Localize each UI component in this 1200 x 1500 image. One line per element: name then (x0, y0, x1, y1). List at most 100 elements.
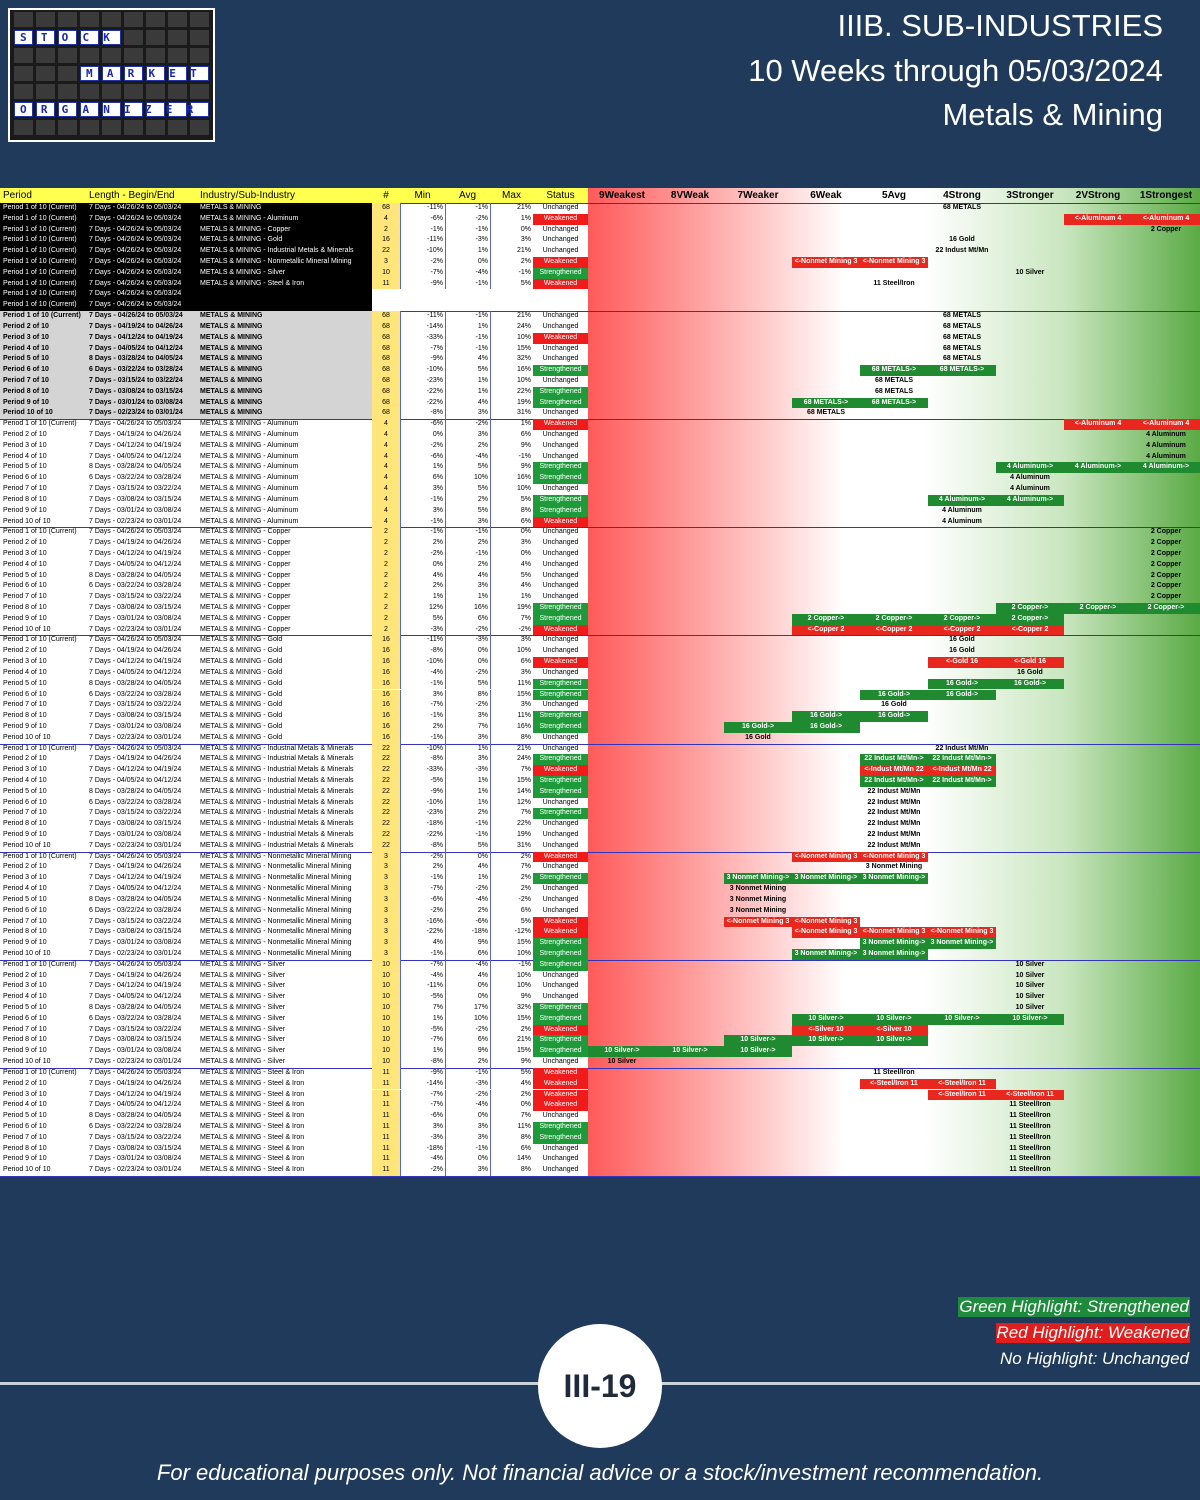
count: 2 (372, 613, 400, 625)
logo-box (36, 102, 55, 117)
row-band (0, 235, 372, 247)
industry: METALS & MINING - Nonmetallic Mineral Mi… (200, 939, 352, 947)
industry: METALS & MINING - Steel & Iron (200, 1101, 305, 1109)
avg: -6% (445, 916, 490, 928)
logo-box (80, 30, 99, 45)
position-background (588, 188, 1200, 1176)
column-header: Length - Begin/End (89, 190, 175, 201)
industry: METALS & MINING - Copper (200, 528, 291, 536)
length: 7 Days - 04/19/24 to 04/26/24 (89, 539, 182, 547)
period: Period 2 of 10 (3, 647, 47, 655)
count: 68 (372, 408, 400, 420)
max: 15% (490, 689, 533, 701)
industry: METALS & MINING - Industrial Metals & Mi… (200, 809, 354, 817)
position-cell: 3 Nonmet Mining-> (792, 873, 860, 885)
position-cell: 10 Silver-> (588, 1046, 656, 1058)
logo-box (36, 30, 55, 45)
length: 7 Days - 04/26/24 to 05/03/24 (89, 290, 182, 298)
max: 19% (490, 603, 533, 614)
max: 2% (490, 257, 533, 268)
min: -1% (400, 527, 445, 539)
period: Period 10 of 10 (3, 409, 53, 417)
industry: METALS & MINING - Gold (200, 690, 283, 698)
industry: METALS & MINING - Aluminum (200, 463, 299, 471)
min: -18% (400, 1143, 445, 1155)
period: Period 4 of 10 (3, 560, 47, 568)
industry: METALS & MINING - Steel & Iron (200, 1068, 305, 1076)
row-band (0, 343, 372, 355)
max: 11% (490, 1121, 533, 1133)
length: 7 Days - 03/15/24 to 03/22/24 (89, 917, 182, 925)
status: Weakened (533, 851, 588, 863)
period: Period 1 of 10 (Current) (3, 225, 77, 233)
position-cell: 68 METALS-> (792, 397, 860, 409)
industry: METALS & MINING (200, 409, 263, 417)
logo-box (124, 102, 143, 117)
period: Period 6 of 10 (3, 690, 47, 698)
industry: METALS & MINING - Steel & Iron (200, 279, 305, 287)
status: Unchanged (542, 971, 579, 979)
min: -8% (400, 1057, 445, 1068)
status: Weakened (533, 1089, 588, 1101)
min: -9% (400, 278, 445, 290)
count: 4 (372, 505, 400, 517)
min: -1% (400, 732, 445, 744)
max: 4% (490, 559, 533, 571)
legend-plain: No Highlight: Unchanged (999, 1349, 1189, 1368)
length: 7 Days - 04/26/24 to 05/03/24 (89, 312, 183, 320)
industry: METALS & MINING - Industrial Metals & Mi… (200, 744, 354, 752)
length: 7 Days - 04/12/24 to 04/19/24 (89, 441, 182, 449)
position-cell: 3 Nonmet Mining (865, 863, 923, 871)
position-cell: 10 Silver-> (996, 1013, 1064, 1025)
avg: 0% (445, 1111, 490, 1122)
length: 7 Days - 04/12/24 to 04/19/24 (89, 874, 182, 882)
row-band (0, 300, 372, 312)
max: 6% (490, 657, 533, 668)
logo-tile (102, 84, 121, 99)
count: 3 (372, 873, 400, 885)
industry: METALS & MINING - Steel & Iron (200, 1122, 305, 1130)
status: Strengthened (533, 775, 588, 787)
position-cell: 22 Indust Mt/Mn (867, 798, 921, 806)
count: 11 (372, 1143, 400, 1155)
logo-box (14, 102, 33, 117)
length: 7 Days - 04/05/24 to 04/12/24 (89, 993, 182, 1001)
max: 0% (490, 1100, 533, 1112)
avg: 0% (445, 657, 490, 668)
status: Unchanged (542, 355, 579, 363)
industry: METALS & MINING - Silver (200, 1025, 286, 1033)
period: Period 7 of 10 (3, 593, 47, 601)
period: Period 6 of 10 (3, 1122, 47, 1130)
count: 3 (372, 905, 400, 917)
min: -2% (400, 905, 445, 917)
industry: METALS & MINING - Aluminum (200, 506, 299, 514)
avg: -2% (445, 213, 490, 225)
length: 7 Days - 03/15/24 to 03/22/24 (89, 1025, 182, 1033)
avg: -1% (445, 830, 490, 841)
max: 16% (490, 365, 533, 376)
status: Weakened (533, 927, 588, 939)
column-header: Avg (458, 190, 477, 201)
max: 8% (490, 732, 533, 744)
min: 5% (400, 613, 445, 625)
industry: METALS & MINING (200, 355, 263, 363)
max: 5% (490, 494, 533, 506)
logo-tile (146, 84, 165, 99)
logo-tile (36, 66, 55, 81)
period: Period 5 of 10 (3, 895, 47, 903)
max: 21% (490, 1035, 533, 1047)
avg: 5% (445, 505, 490, 517)
period: Period 10 of 10 (3, 1166, 51, 1174)
avg: 7% (445, 721, 490, 733)
avg: 10% (445, 473, 490, 485)
industry: METALS & MINING - Aluminum (200, 431, 299, 439)
industry: METALS & MINING (200, 366, 263, 374)
column-header: Period (3, 190, 32, 201)
period: Period 8 of 10 (3, 387, 49, 395)
section-rule (0, 635, 1200, 637)
avg: 4% (445, 570, 490, 582)
period: Period 2 of 10 (3, 539, 47, 547)
status: Strengthened (533, 873, 588, 885)
position-cell: 68 METALS (875, 387, 913, 395)
status: Unchanged (542, 593, 579, 601)
